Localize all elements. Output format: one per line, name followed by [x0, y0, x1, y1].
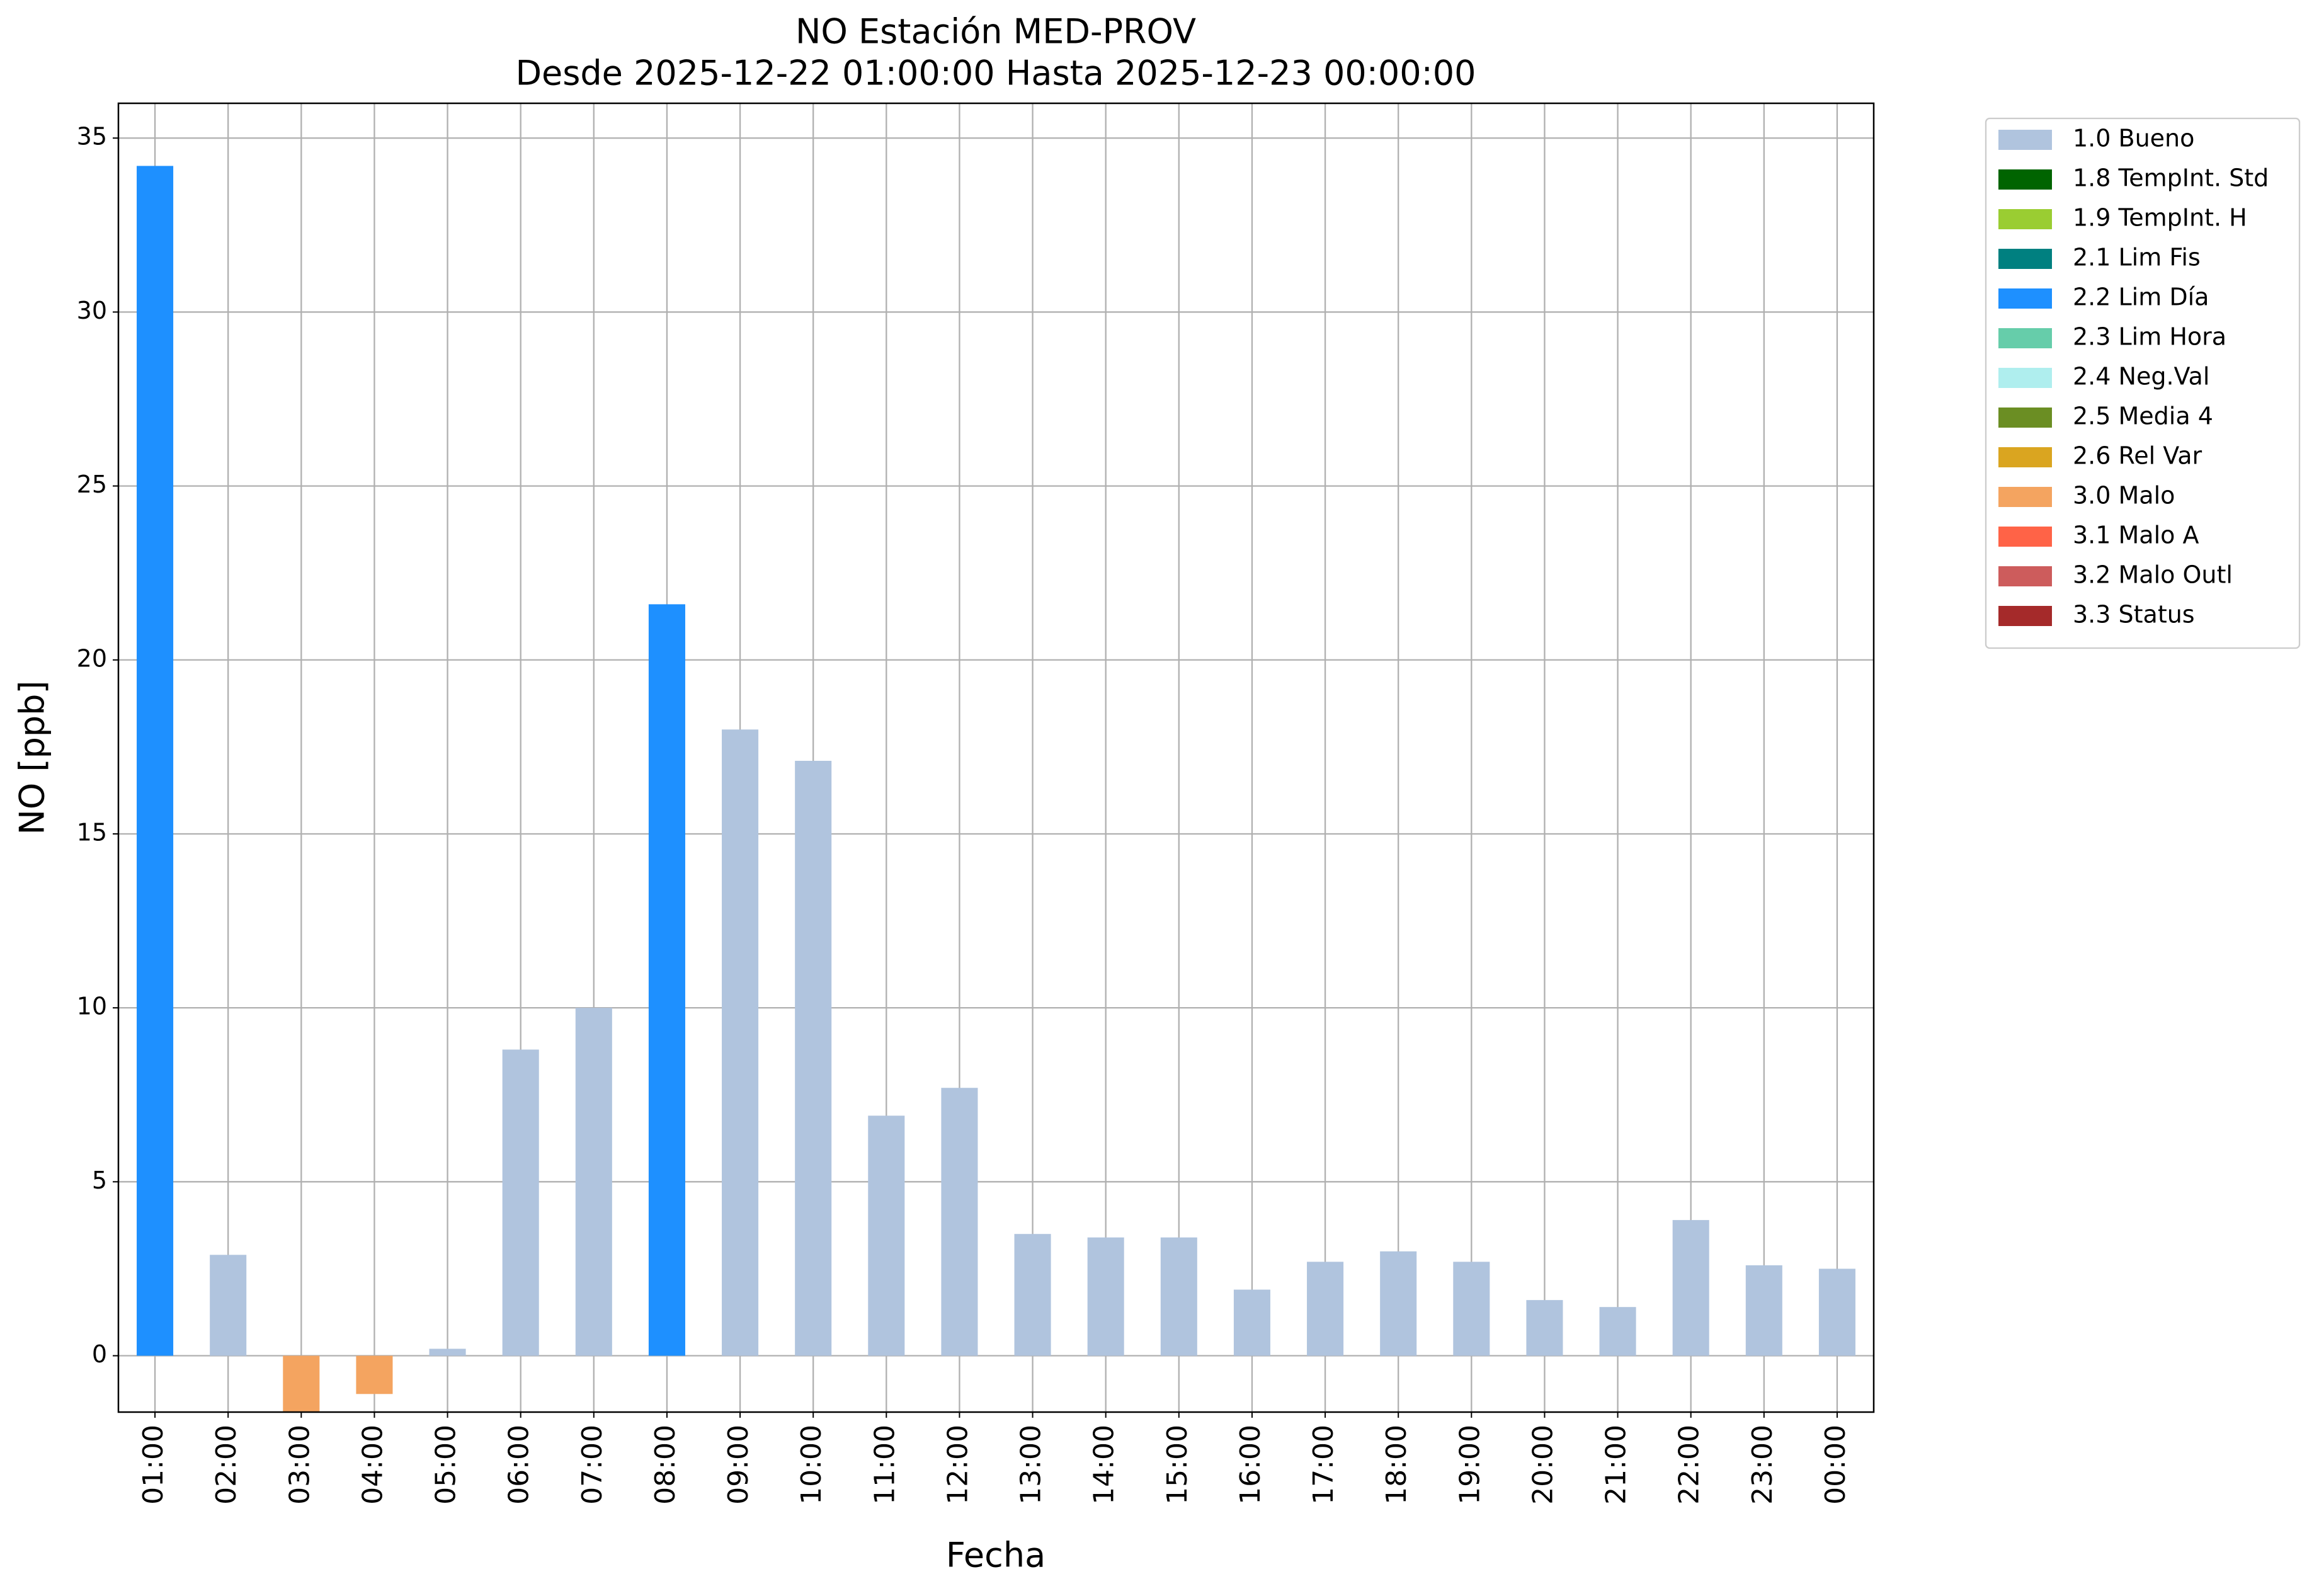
bar: [1087, 1237, 1124, 1356]
bar: [1014, 1234, 1051, 1356]
legend-label: 1.0 Bueno: [2073, 125, 2194, 152]
bar: [283, 1355, 320, 1411]
legend-swatch: [1998, 606, 2052, 626]
x-tick-label: 05:00: [430, 1425, 462, 1505]
legend-frame: [1985, 117, 2301, 649]
bar: [137, 166, 174, 1356]
x-tick-label: 09:00: [722, 1425, 755, 1505]
legend-swatch: [1998, 288, 2052, 309]
legend-label: 1.8 TempInt. Std: [2073, 164, 2269, 192]
legend-label: 3.1 Malo A: [2073, 522, 2199, 549]
y-tick-label: 20: [77, 644, 107, 672]
chart-subtitle: Desde 2025-12-22 01:00:00 Hasta 2025-12-…: [515, 54, 1476, 93]
x-tick-label: 15:00: [1161, 1425, 1194, 1505]
legend-label: 2.4 Neg.Val: [2073, 363, 2209, 390]
legend-label: 2.1 Lim Fis: [2073, 244, 2201, 271]
y-tick-label: 10: [77, 993, 107, 1020]
legend: 1.0 Bueno 1.8 TempInt. Std 1.9 TempInt. H 2…: [1985, 117, 2301, 649]
y-tick-label: 15: [77, 818, 107, 846]
x-tick-label: 19:00: [1454, 1425, 1486, 1505]
bar: [1818, 1268, 1855, 1356]
bars: [137, 166, 1855, 1411]
x-tick-label: 06:00: [503, 1425, 535, 1505]
bar: [502, 1049, 539, 1356]
bar: [1380, 1251, 1417, 1356]
x-tick-label: 00:00: [1820, 1425, 1852, 1505]
bar: [868, 1115, 905, 1356]
bar: [1307, 1262, 1344, 1356]
bar: [1233, 1289, 1270, 1356]
legend-swatch: [1998, 487, 2052, 507]
grid: [118, 103, 1874, 1412]
x-tick-label: 22:00: [1673, 1425, 1706, 1505]
legend-swatch: [1998, 209, 2052, 229]
y-tick-label: 5: [92, 1166, 107, 1194]
bar: [1526, 1300, 1563, 1356]
bar: [429, 1348, 466, 1356]
x-tick-label: 03:00: [283, 1425, 316, 1505]
bar: [356, 1355, 393, 1394]
bar: [795, 760, 832, 1356]
x-tick-label: 17:00: [1308, 1425, 1340, 1505]
legend-swatch: [1998, 408, 2052, 428]
x-tick-label: 21:00: [1600, 1425, 1632, 1505]
legend-label: 3.2 Malo Outl: [2073, 561, 2233, 589]
legend-label: 2.6 Rel Var: [2073, 442, 2202, 470]
x-tick-label: 12:00: [942, 1425, 974, 1505]
y-tick-label: 0: [92, 1340, 107, 1368]
y-tick-label: 25: [77, 470, 107, 498]
bar: [1453, 1262, 1490, 1356]
x-tick-label: 01:00: [137, 1425, 169, 1505]
y-tick-label: 35: [77, 123, 107, 151]
legend-swatch: [1998, 328, 2052, 348]
bar: [722, 729, 759, 1356]
legend-swatch: [1998, 527, 2052, 547]
x-tick-label: 16:00: [1234, 1425, 1267, 1505]
x-tick-label: 23:00: [1746, 1425, 1779, 1505]
bar: [648, 604, 685, 1356]
legend-swatch: [1998, 368, 2052, 388]
bar: [575, 1008, 612, 1356]
x-tick-label: 13:00: [1015, 1425, 1047, 1505]
x-tick-label: 18:00: [1381, 1425, 1413, 1505]
bar: [1599, 1307, 1636, 1356]
x-tick-label: 14:00: [1088, 1425, 1120, 1505]
legend-label: 2.3 Lim Hora: [2073, 323, 2226, 351]
legend-label: 3.3 Status: [2073, 601, 2195, 629]
legend-swatch: [1998, 130, 2052, 150]
legend-swatch: [1998, 169, 2052, 190]
x-tick-label: 02:00: [210, 1425, 242, 1505]
legend-label: 3.0 Malo: [2073, 482, 2175, 510]
bar: [1672, 1220, 1709, 1356]
chart-title: NO Estación MED-PROV: [795, 12, 1196, 52]
x-tick-label: 10:00: [795, 1425, 828, 1505]
legend-label: 1.9 TempInt. H: [2073, 204, 2247, 232]
y-axis-label: NO [ppb]: [13, 680, 52, 835]
x-axis-label: Fecha: [946, 1536, 1046, 1575]
legend-swatch: [1998, 447, 2052, 467]
legend-swatch: [1998, 249, 2052, 269]
x-tick-label: 04:00: [356, 1425, 389, 1505]
x-tick-label: 07:00: [576, 1425, 608, 1505]
bar: [941, 1088, 978, 1356]
bar: [210, 1255, 247, 1356]
x-tick-label: 20:00: [1527, 1425, 1559, 1505]
legend-label: 2.5 Media 4: [2073, 402, 2213, 430]
plot-frame: [117, 102, 1875, 1413]
legend-swatch: [1998, 566, 2052, 586]
x-tick-label: 11:00: [869, 1425, 901, 1505]
bar: [1745, 1265, 1782, 1356]
x-tick-label: 08:00: [649, 1425, 681, 1505]
legend-label: 2.2 Lim Día: [2073, 283, 2209, 311]
bar: [1160, 1237, 1197, 1356]
y-tick-label: 30: [77, 297, 107, 324]
